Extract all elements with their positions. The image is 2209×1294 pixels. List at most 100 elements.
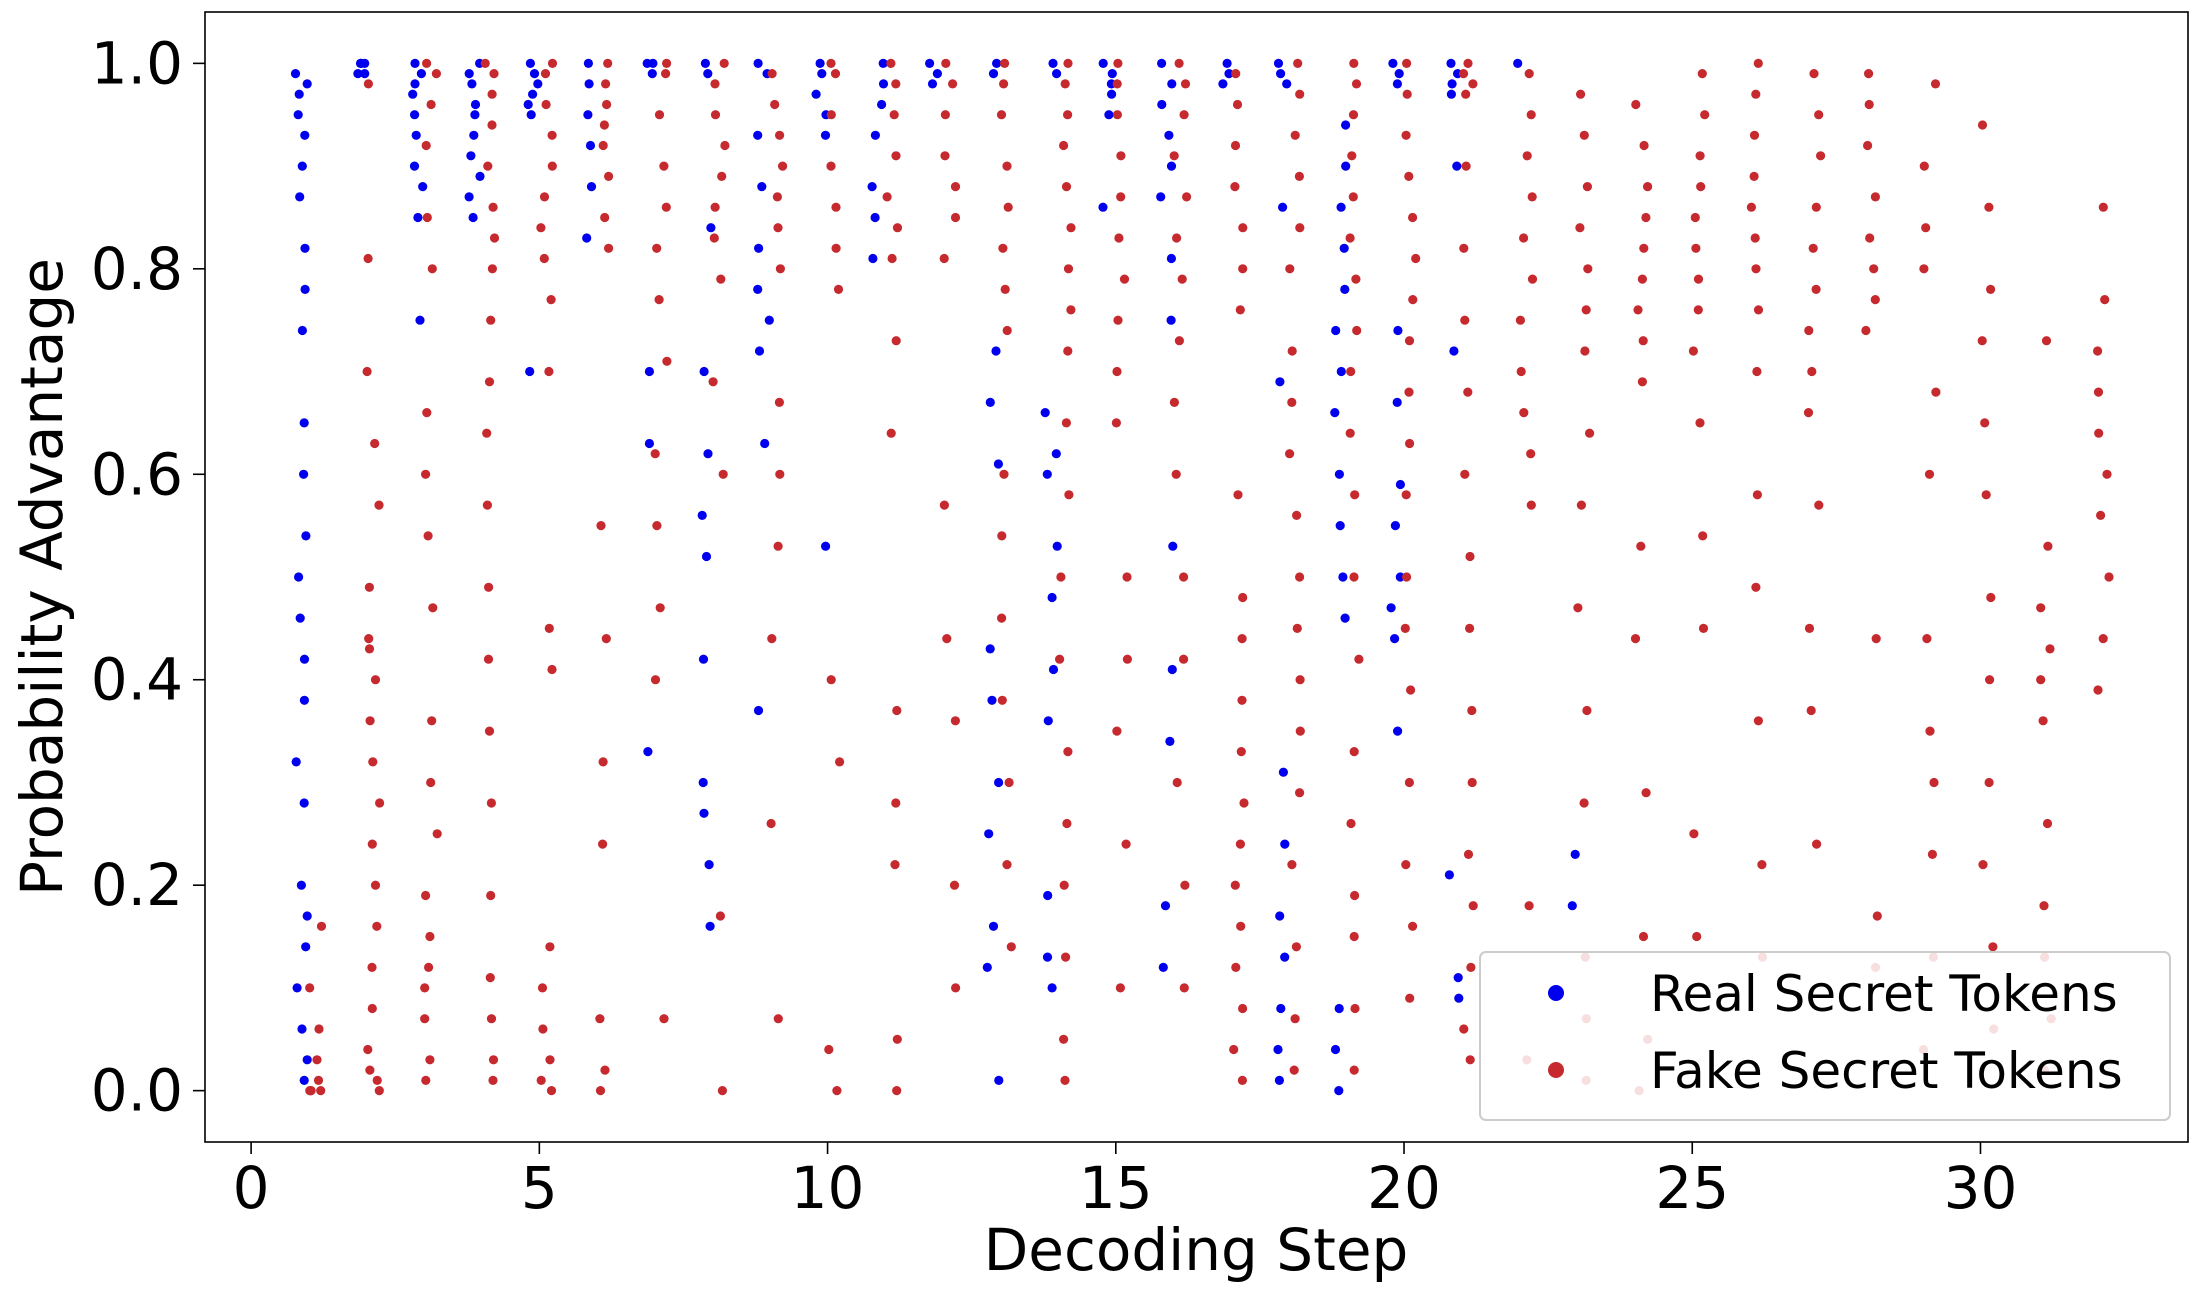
fake-token-point [1003, 202, 1013, 212]
fake-token-point [940, 110, 951, 120]
real-token-point [1168, 541, 1178, 551]
fake-token-point [547, 664, 557, 675]
fake-token-point [1059, 140, 1069, 151]
fake-token-point [1230, 182, 1240, 192]
real-token-point [703, 449, 713, 459]
fake-token-point [370, 880, 381, 890]
fake-token-point [601, 79, 611, 89]
real-token-point [408, 89, 418, 99]
real-token-point [413, 212, 423, 223]
fake-token-point [1461, 89, 1471, 99]
real-token-point [1047, 983, 1057, 993]
fake-token-point [432, 829, 442, 839]
fake-token-point [536, 223, 546, 233]
fake-token-point [2041, 336, 2052, 346]
fake-token-point [1238, 223, 1248, 233]
real-token-point [644, 438, 655, 449]
real-token-point [1156, 192, 1166, 202]
real-token-point [525, 366, 535, 377]
fake-token-point [1977, 336, 1987, 346]
x-axis-label: Decoding Step [984, 1216, 1409, 1284]
real-token-point [410, 110, 420, 120]
real-token-point [360, 58, 370, 68]
fake-token-point [367, 839, 377, 849]
real-token-point [1276, 1003, 1286, 1014]
fake-token-point [891, 798, 901, 808]
fake-token-point [1698, 531, 1708, 541]
fake-token-point [950, 182, 961, 192]
fake-token-point [1695, 418, 1705, 428]
fake-token-point [362, 366, 372, 377]
real-token-point [1341, 120, 1351, 130]
fake-token-point [600, 212, 610, 223]
fake-token-point [1285, 264, 1295, 274]
fake-token-point [1468, 901, 1478, 911]
real-token-point [757, 182, 767, 192]
real-token-point [296, 880, 306, 890]
fake-token-point [892, 705, 902, 716]
x-axis: 0 5 10 15 20 25 30 [233, 1142, 2017, 1222]
fake-token-point [1919, 161, 1929, 171]
fake-token-point [1182, 192, 1192, 202]
fake-token-point [773, 223, 783, 233]
real-token-point [360, 69, 370, 79]
fake-token-point [1524, 901, 1534, 911]
fake-token-point [1402, 89, 1412, 99]
real-token-point [1334, 1003, 1344, 1014]
real-token-point [1334, 469, 1344, 479]
fake-token-point [2093, 685, 2103, 695]
real-token-point [294, 89, 304, 99]
y-axis-label: Probability Advantage [8, 258, 76, 896]
fake-token-point [1463, 387, 1473, 397]
fake-token-point [999, 79, 1009, 89]
real-token-point [1167, 79, 1177, 89]
fake-token-point [1459, 1024, 1469, 1034]
real-token-point [295, 192, 305, 202]
fake-token-point [1055, 654, 1065, 664]
fake-token-point [892, 223, 903, 233]
fake-token-point [1063, 58, 1073, 68]
fake-token-point [1238, 1003, 1248, 1014]
real-token-point [299, 1075, 309, 1085]
fake-token-point [1751, 264, 1761, 274]
real-token-point [1447, 79, 1457, 89]
fake-token-point [1988, 942, 1998, 952]
real-token-point [647, 69, 657, 79]
fake-token-point [997, 531, 1007, 541]
fake-token-point [824, 1044, 834, 1055]
fake-token-point [313, 1075, 324, 1085]
real-token-point [1273, 1044, 1283, 1055]
fake-token-point [778, 161, 788, 171]
fake-token-point [480, 58, 490, 68]
real-token-point [302, 1055, 312, 1065]
real-token-point [994, 777, 1004, 788]
fake-token-point [425, 931, 435, 942]
fake-token-point [1115, 983, 1125, 993]
fake-token-point [1692, 931, 1702, 942]
fake-token-point [1063, 346, 1073, 356]
real-token-point [1446, 89, 1456, 99]
fake-token-point [1354, 654, 1364, 664]
fake-token-point [833, 284, 844, 294]
fake-token-point [1696, 182, 1706, 192]
real-token-point [1043, 716, 1053, 726]
fake-token-point [1753, 58, 1763, 68]
fake-token-point [546, 1086, 557, 1096]
fake-token-point [426, 99, 436, 110]
fake-token-point [1238, 592, 1248, 603]
fake-token-point [1583, 264, 1593, 274]
fake-token-point [1408, 295, 1418, 305]
fake-token-point [1461, 161, 1471, 171]
fake-token-point [1526, 449, 1536, 459]
fake-token-point [1180, 79, 1191, 89]
fake-token-point [1174, 58, 1184, 68]
real-token-point [470, 110, 480, 120]
fake-token-point [601, 634, 611, 644]
fake-token-point [889, 110, 899, 120]
fake-token-point [1063, 110, 1073, 120]
fake-token-point [1113, 58, 1123, 68]
fake-token-point [1122, 572, 1132, 582]
fake-token-point [1691, 243, 1701, 253]
fake-token-point [1287, 860, 1297, 870]
